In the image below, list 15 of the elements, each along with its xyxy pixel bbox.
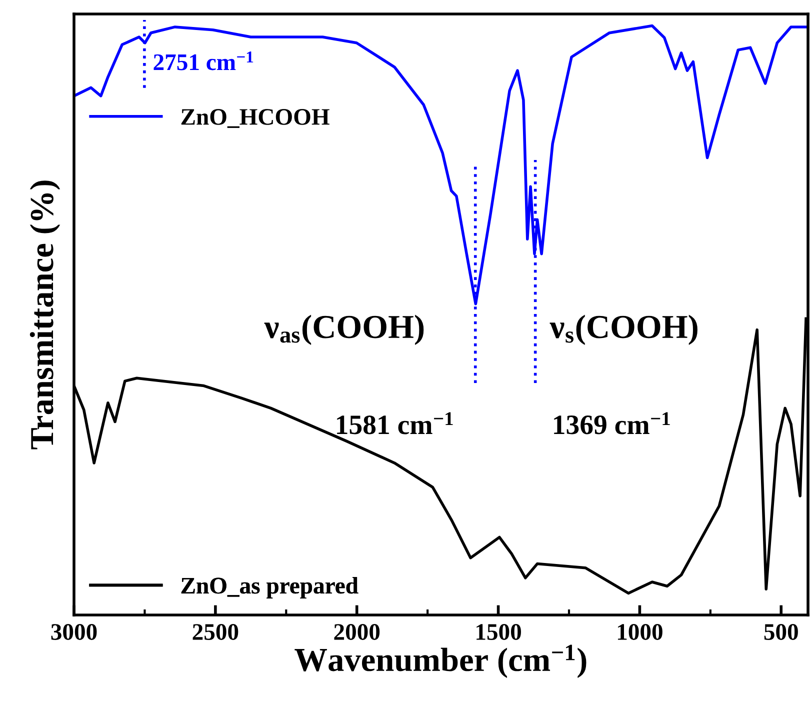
x-tick-label: 1500: [476, 624, 521, 640]
x-tick-label: 1000: [618, 624, 662, 640]
y-axis-title: Transmittance (%): [30, 180, 60, 450]
legend-label: ZnO_as prepared: [181, 577, 358, 598]
ref-line-label: 1581 cm$^{−1}$: [337, 412, 453, 434]
ref-line-label: 1369 cm$^{−1}$: [554, 412, 670, 434]
ref-line-label: 2751 cm$^{−1}$: [154, 51, 254, 70]
legend-label: ZnO_HCOOH: [181, 109, 330, 128]
x-tick-label: 500: [764, 624, 798, 640]
x-tick-label: 2500: [192, 624, 238, 640]
x-axis-title: Wavenumber (cm$^{−1}$): [294, 644, 586, 678]
annotation: ν$_{s}$(COOH): [550, 314, 698, 346]
x-tick-label: 2000: [334, 624, 380, 640]
annotation: ν$_{as}$(COOH): [264, 314, 424, 346]
x-tick-label: 3000: [51, 624, 97, 640]
